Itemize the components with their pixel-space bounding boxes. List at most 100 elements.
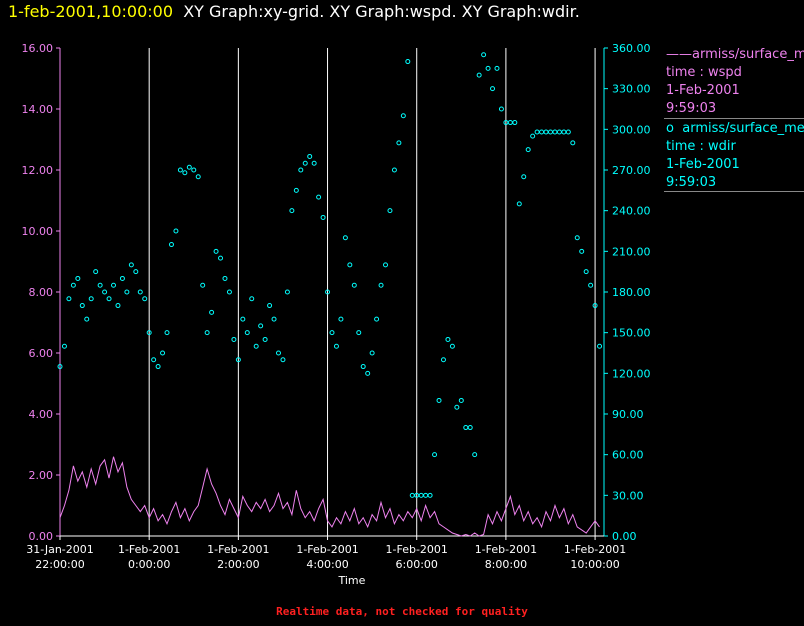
wdir-point <box>173 228 179 234</box>
wdir-point <box>88 296 94 302</box>
legend-wspd-time: 9:59:03 <box>666 101 717 116</box>
wdir-point <box>191 167 197 173</box>
wdir-point <box>418 492 424 498</box>
wdir-point <box>525 147 531 153</box>
wdir-point <box>405 59 411 65</box>
wdir-point <box>204 330 210 336</box>
wdir-point <box>565 129 571 135</box>
header-timestamp: 1-feb-2001,10:00:00 <box>8 2 174 21</box>
wdir-point <box>137 289 143 295</box>
y-right-tick-label: 330.00 <box>612 83 651 96</box>
y-right-tick-label: 30.00 <box>612 489 644 502</box>
y-right-tick-label: 90.00 <box>612 408 644 421</box>
x-tick-label-date: 1-Feb-2001 <box>475 543 537 556</box>
wdir-point <box>583 269 589 275</box>
y-left-tick-label: 4.00 <box>29 408 54 421</box>
wdir-point <box>552 129 558 135</box>
wdir-point <box>440 357 446 363</box>
wdir-point <box>449 343 455 349</box>
y-right-tick-label: 240.00 <box>612 205 651 218</box>
wdir-point <box>329 330 335 336</box>
wdir-point <box>262 336 268 342</box>
wdir-point <box>70 282 76 288</box>
wdir-point <box>325 289 331 295</box>
x-tick-label-time: 0:00:00 <box>128 558 170 571</box>
legend-wspd-variable: time : wspd <box>666 65 742 80</box>
header-graph-list: XY Graph:xy-grid. XY Graph:wspd. XY Grap… <box>183 2 580 21</box>
wdir-point <box>530 133 536 139</box>
wspd-series-line <box>59 456 600 537</box>
wdir-point <box>472 452 478 458</box>
wdir-point <box>454 404 460 410</box>
wdir-point <box>338 316 344 322</box>
wdir-point <box>168 242 174 248</box>
x-tick-label-date: 1-Feb-2001 <box>118 543 180 556</box>
wdir-point <box>146 330 152 336</box>
wdir-point <box>222 275 228 281</box>
wdir-point <box>570 140 576 146</box>
y-right-tick-label: 360.00 <box>612 42 651 55</box>
legend-wdir-source-row: o armiss/surface_met <box>666 120 804 138</box>
wdir-point <box>97 282 103 288</box>
wdir-point <box>539 129 545 135</box>
wdir-point <box>84 316 90 322</box>
legend-wspd-source-row: ——armiss/surface_met <box>666 46 804 64</box>
wdir-point <box>57 364 63 370</box>
y-right-tick-label: 120.00 <box>612 367 651 380</box>
wdir-point <box>267 303 273 309</box>
wdir-point <box>195 174 201 180</box>
wdir-point <box>200 282 206 288</box>
legend-wdir-date: 1-Feb-2001 <box>666 157 740 172</box>
wdir-point <box>284 289 290 295</box>
x-tick-label-time: 22:00:00 <box>35 558 84 571</box>
wdir-point <box>463 425 469 431</box>
y-left-tick-label: 0.00 <box>29 530 54 543</box>
y-left-tick-label: 12.00 <box>22 164 54 177</box>
wdir-point <box>378 282 384 288</box>
wdir-point <box>182 170 188 176</box>
wdir-point <box>543 129 549 135</box>
wdir-point <box>244 330 250 336</box>
y-left-tick-label: 16.00 <box>22 42 54 55</box>
legend-wdir-source: armiss/surface_met <box>682 121 804 136</box>
wdir-point <box>458 397 464 403</box>
wdir-point <box>597 343 603 349</box>
wdir-point <box>427 492 433 498</box>
wdir-point <box>490 86 496 92</box>
wdir-point <box>293 187 299 193</box>
wdir-point <box>275 350 281 356</box>
wdir-point <box>142 296 148 302</box>
x-tick-label-time: 8:00:00 <box>485 558 527 571</box>
x-tick-label-time: 6:00:00 <box>396 558 438 571</box>
wdir-point <box>476 72 482 78</box>
wdir-point <box>186 164 192 170</box>
y-left-tick-label: 10.00 <box>22 225 54 238</box>
wdir-point <box>75 275 81 281</box>
legend-wdir: o armiss/surface_met time : wdir 1-Feb-2… <box>666 120 804 192</box>
y-right-tick-label: 180.00 <box>612 286 651 299</box>
x-tick-label-time: 4:00:00 <box>306 558 348 571</box>
wdir-point <box>516 201 522 207</box>
chart-header: 1-feb-2001,10:00:00 XY Graph:xy-grid. XY… <box>8 2 580 21</box>
wdir-point <box>409 492 415 498</box>
wdir-point <box>106 296 112 302</box>
wdir-point <box>253 343 259 349</box>
wdir-point <box>249 296 255 302</box>
x-tick-label-date: 1-Feb-2001 <box>207 543 269 556</box>
legend-wspd-source: armiss/surface_met <box>692 47 804 62</box>
wdir-point <box>160 350 166 356</box>
wdir-point <box>226 289 232 295</box>
wdir-point <box>356 330 362 336</box>
wdir-point <box>507 120 513 126</box>
y-right-tick-label: 300.00 <box>612 123 651 136</box>
wdir-point <box>481 52 487 58</box>
wdir-point <box>79 303 85 309</box>
wdir-point <box>432 452 438 458</box>
legend-line-symbol: —— <box>666 47 692 62</box>
wdir-point <box>164 330 170 336</box>
wdir-point <box>512 120 518 126</box>
wdir-point <box>342 235 348 241</box>
wdir-point <box>111 282 117 288</box>
wdir-point <box>280 357 286 363</box>
wdir-point <box>561 129 567 135</box>
